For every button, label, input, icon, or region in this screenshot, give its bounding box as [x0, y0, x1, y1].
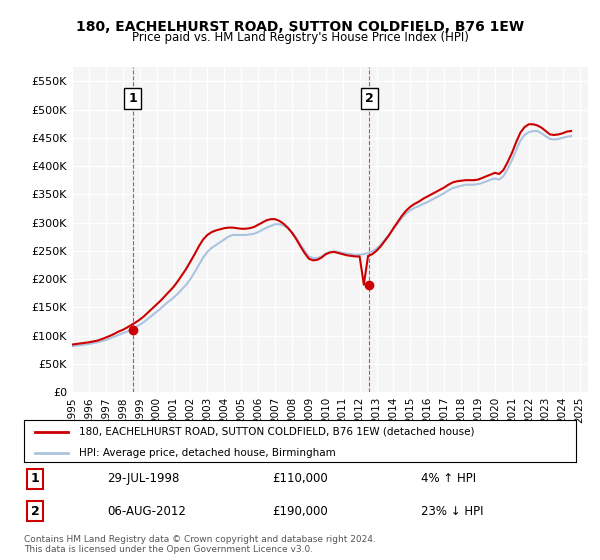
Text: 2: 2 [365, 92, 374, 105]
Text: Contains HM Land Registry data © Crown copyright and database right 2024.
This d: Contains HM Land Registry data © Crown c… [24, 535, 376, 554]
Text: 180, EACHELHURST ROAD, SUTTON COLDFIELD, B76 1EW (detached house): 180, EACHELHURST ROAD, SUTTON COLDFIELD,… [79, 427, 475, 437]
Text: 06-AUG-2012: 06-AUG-2012 [107, 505, 185, 517]
Text: 4% ↑ HPI: 4% ↑ HPI [421, 473, 476, 486]
Text: 23% ↓ HPI: 23% ↓ HPI [421, 505, 484, 517]
Text: 180, EACHELHURST ROAD, SUTTON COLDFIELD, B76 1EW: 180, EACHELHURST ROAD, SUTTON COLDFIELD,… [76, 20, 524, 34]
Text: 1: 1 [128, 92, 137, 105]
Text: 29-JUL-1998: 29-JUL-1998 [107, 473, 179, 486]
Text: Price paid vs. HM Land Registry's House Price Index (HPI): Price paid vs. HM Land Registry's House … [131, 31, 469, 44]
Text: £190,000: £190,000 [272, 505, 328, 517]
Text: 2: 2 [31, 505, 40, 517]
Text: 1: 1 [31, 473, 40, 486]
Text: £110,000: £110,000 [272, 473, 328, 486]
Text: HPI: Average price, detached house, Birmingham: HPI: Average price, detached house, Birm… [79, 448, 336, 458]
